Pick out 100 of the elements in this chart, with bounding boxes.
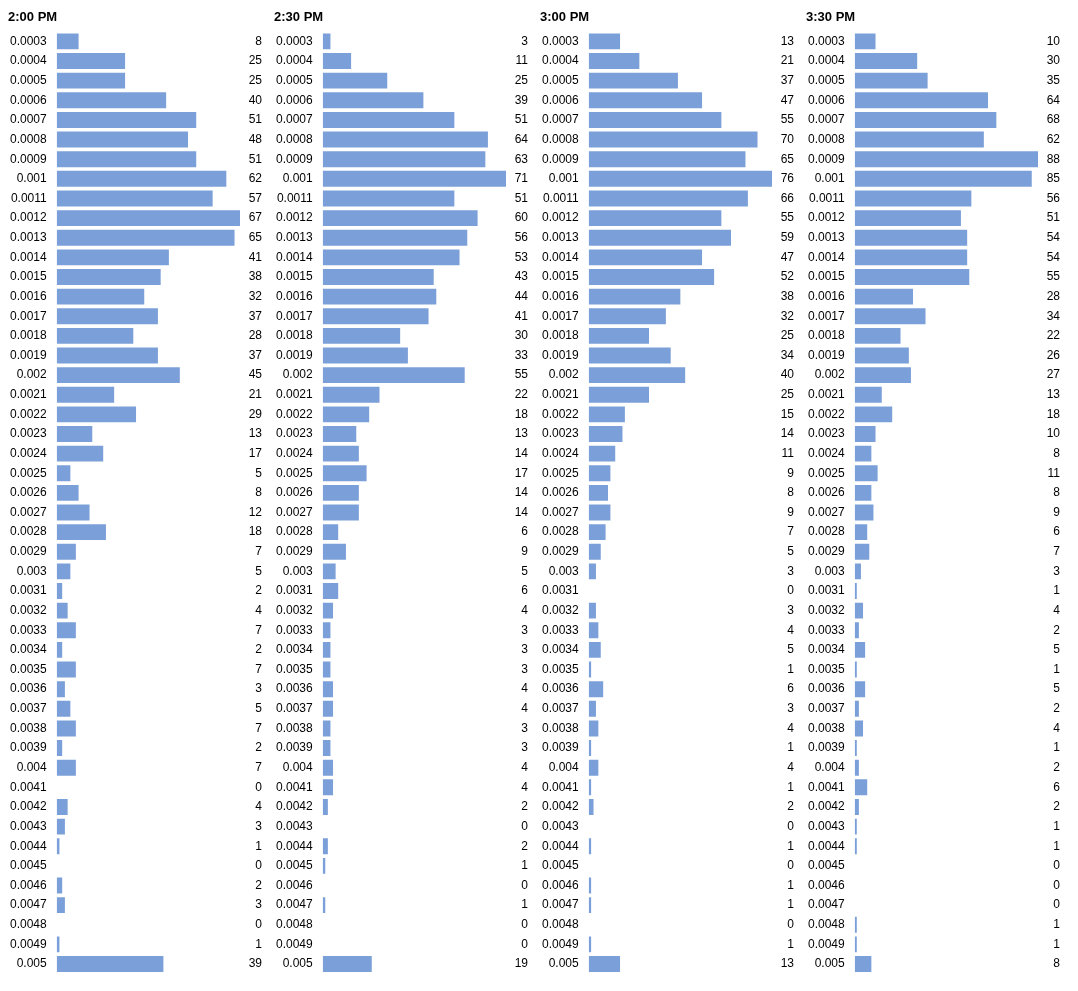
y-tick-label: 0.0019 (10, 347, 48, 362)
data-label: 0 (787, 858, 795, 873)
data-label: 44 (514, 288, 529, 303)
data-label: 13 (780, 33, 795, 48)
bar (854, 210, 961, 227)
y-tick-label: 0.0035 (10, 661, 48, 676)
data-label: 8 (255, 485, 263, 500)
bar (588, 543, 601, 560)
bar (56, 53, 126, 69)
y-tick-label: 0.0028 (10, 524, 48, 539)
y-tick-label: 0.0026 (808, 485, 846, 500)
data-label: 0 (255, 917, 263, 932)
y-tick-label: 0.0018 (542, 328, 580, 343)
data-label: 8 (787, 485, 795, 500)
y-tick-label: 0.0021 (10, 387, 48, 402)
bar (56, 190, 213, 207)
data-label: 7 (787, 524, 795, 539)
bar (854, 799, 859, 815)
bar (854, 602, 864, 619)
y-tick-label: 0.0018 (10, 328, 48, 343)
bar (588, 288, 681, 305)
chart-title: 2:00 PM (8, 9, 58, 25)
y-tick-label: 0.0023 (10, 426, 48, 441)
data-label: 51 (514, 112, 529, 127)
bar (854, 543, 870, 560)
data-label: 15 (780, 406, 795, 421)
y-tick-label: 0.0033 (10, 622, 48, 637)
y-tick-label: 0.0005 (276, 72, 314, 87)
bar (56, 249, 169, 266)
bar (322, 170, 506, 187)
y-tick-label: 0.0043 (276, 818, 314, 833)
data-label: 1 (787, 661, 795, 676)
data-label: 2 (255, 877, 263, 892)
data-label: 3 (521, 740, 529, 755)
data-label: 37 (248, 308, 263, 323)
bar (322, 386, 380, 403)
bar (854, 308, 926, 325)
bar (56, 347, 158, 364)
data-label: 13 (780, 956, 795, 971)
y-tick-label: 0.0031 (276, 583, 314, 598)
bar (322, 956, 372, 972)
bar (854, 700, 859, 717)
data-label: 3 (521, 33, 529, 48)
data-label: 4 (521, 681, 529, 696)
bar (588, 249, 703, 266)
bar (56, 210, 240, 227)
y-tick-label: 0.0029 (10, 544, 48, 559)
bar (854, 916, 857, 933)
y-tick-label: 0.0031 (10, 583, 48, 598)
bar (56, 681, 65, 698)
data-label: 1 (787, 779, 795, 794)
bar (588, 465, 611, 482)
data-label: 1 (787, 897, 795, 912)
y-tick-label: 0.005 (16, 956, 48, 971)
bar (854, 740, 857, 757)
y-tick-label: 0.0024 (276, 445, 314, 460)
y-tick-label: 0.0015 (276, 269, 314, 284)
data-label: 65 (248, 230, 263, 245)
y-tick-label: 0.0013 (808, 230, 846, 245)
data-label: 25 (248, 53, 263, 68)
y-tick-label: 0.0033 (542, 622, 580, 637)
data-label: 8 (1053, 956, 1061, 971)
y-tick-label: 0.0022 (542, 406, 580, 421)
y-tick-label: 0.0016 (542, 288, 580, 303)
data-label: 1 (1053, 818, 1061, 833)
y-tick-label: 0.0037 (542, 701, 580, 716)
bar (322, 799, 328, 815)
bar (854, 367, 911, 384)
bar (322, 465, 367, 482)
data-label: 3 (255, 818, 263, 833)
bar (322, 426, 357, 442)
bar (322, 504, 359, 521)
data-label: 7 (255, 760, 263, 775)
bar (854, 622, 859, 639)
y-tick-label: 0.0047 (10, 897, 48, 912)
bar (56, 524, 106, 541)
data-label: 30 (514, 328, 529, 343)
data-label: 55 (514, 367, 529, 382)
y-tick-label: 0.0021 (276, 387, 314, 402)
y-tick-label: 0.0005 (10, 72, 48, 87)
y-tick-label: 0.0017 (10, 308, 48, 323)
bar (854, 151, 1038, 168)
y-tick-label: 0.0025 (276, 465, 314, 480)
y-tick-label: 0.0042 (10, 799, 48, 814)
data-label: 41 (248, 249, 263, 264)
y-tick-label: 0.0043 (808, 818, 846, 833)
data-label: 4 (521, 760, 529, 775)
data-label: 41 (514, 308, 529, 323)
y-tick-label: 0.0026 (276, 485, 314, 500)
data-label: 7 (1053, 544, 1061, 559)
data-label: 0 (787, 583, 795, 598)
data-label: 2 (255, 583, 263, 598)
chart-title: 3:30 PM (806, 9, 856, 25)
y-tick-label: 0.002 (282, 367, 314, 382)
y-tick-label: 0.0034 (808, 642, 846, 657)
y-tick-label: 0.0025 (808, 465, 846, 480)
y-tick-label: 0.0034 (10, 642, 48, 657)
y-tick-label: 0.0019 (276, 347, 314, 362)
y-tick-label: 0.0008 (10, 131, 48, 146)
y-tick-label: 0.0016 (808, 288, 846, 303)
